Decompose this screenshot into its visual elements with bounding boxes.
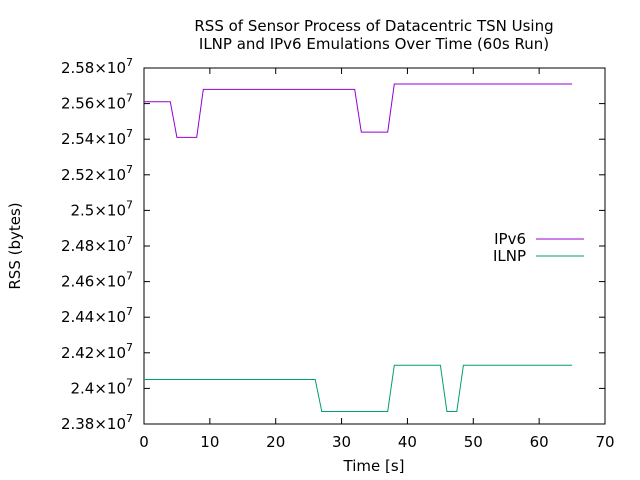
y-tick-mantissa: 2.48 (61, 237, 94, 255)
y-axis-label: RSS (bytes) (6, 202, 24, 289)
y-tick-label: 2.54×107 (61, 127, 133, 148)
y-tick-times: ×10 (94, 379, 126, 397)
y-tick-times: ×10 (94, 59, 126, 77)
y-tick-label: 2.46×107 (61, 270, 133, 291)
y-tick-mantissa: 2.54 (61, 130, 94, 148)
chart-title-line-1: RSS of Sensor Process of Datacentric TSN… (194, 17, 553, 35)
y-tick-times: ×10 (94, 344, 126, 362)
y-tick-exponent: 7 (126, 234, 133, 247)
x-tick-label: 60 (530, 433, 549, 451)
y-tick-mantissa: 2.58 (61, 59, 94, 77)
y-tick-mantissa: 2.56 (61, 95, 94, 113)
series-lines (144, 83, 573, 412)
y-tick-label: 2.48×107 (61, 234, 133, 255)
y-tick-mantissa: 2.52 (61, 166, 94, 184)
y-tick-mantissa: 2.46 (61, 273, 94, 291)
y-tick-label: 2.44×107 (61, 305, 133, 326)
y-tick-mantissa: 2.38 (61, 415, 94, 433)
y-tick-times: ×10 (94, 273, 126, 291)
y-tick-label: 2.4×107 (70, 376, 133, 397)
legend-label-ilnp: ILNP (493, 247, 526, 265)
y-tick-exponent: 7 (126, 412, 133, 425)
x-tick-label: 0 (139, 433, 149, 451)
y-tick-mantissa: 2.5 (70, 201, 94, 219)
x-tick-label: 70 (595, 433, 614, 451)
y-tick-label: 2.42×107 (61, 341, 133, 362)
y-tick-exponent: 7 (126, 127, 133, 140)
y-tick-mantissa: 2.44 (61, 308, 94, 326)
x-tick-label: 20 (266, 433, 285, 451)
x-axis-label: Time [s] (343, 457, 405, 475)
x-tick-label: 40 (398, 433, 417, 451)
x-tick-label: 30 (332, 433, 351, 451)
y-tick-label: 2.56×107 (61, 92, 133, 113)
y-tick-times: ×10 (94, 308, 126, 326)
y-tick-times: ×10 (94, 130, 126, 148)
y-tick-exponent: 7 (126, 305, 133, 318)
y-tick-times: ×10 (94, 166, 126, 184)
y-tick-exponent: 7 (126, 270, 133, 283)
series-line-ipv6 (144, 83, 573, 138)
y-axis-ticks: 2.38×1072.4×1072.42×1072.44×1072.46×1072… (61, 56, 605, 433)
chart-title: RSS of Sensor Process of Datacentric TSN… (194, 17, 553, 53)
legend-label-ipv6: IPv6 (494, 230, 526, 248)
x-axis-ticks: 0 10 20 30 40 50 60 70 (139, 68, 615, 451)
y-tick-times: ×10 (94, 415, 126, 433)
y-tick-label: 2.5×107 (70, 198, 133, 219)
series-line-ilnp (144, 364, 573, 412)
y-tick-exponent: 7 (126, 198, 133, 211)
y-tick-exponent: 7 (126, 92, 133, 105)
y-tick-times: ×10 (94, 201, 126, 219)
x-tick-label: 10 (200, 433, 219, 451)
plot-frame (143, 67, 606, 425)
y-tick-label: 2.38×107 (61, 412, 133, 433)
x-tick-label: 50 (464, 433, 483, 451)
y-tick-label: 2.58×107 (61, 56, 133, 77)
y-tick-times: ×10 (94, 95, 126, 113)
y-tick-exponent: 7 (126, 341, 133, 354)
y-tick-times: ×10 (94, 237, 126, 255)
y-tick-label: 2.52×107 (61, 163, 133, 184)
y-tick-exponent: 7 (126, 163, 133, 176)
chart-title-line-2: ILNP and IPv6 Emulations Over Time (60s … (199, 35, 549, 53)
y-tick-exponent: 7 (126, 56, 133, 69)
y-tick-exponent: 7 (126, 376, 133, 389)
y-tick-mantissa: 2.42 (61, 344, 94, 362)
y-tick-mantissa: 2.4 (70, 379, 94, 397)
